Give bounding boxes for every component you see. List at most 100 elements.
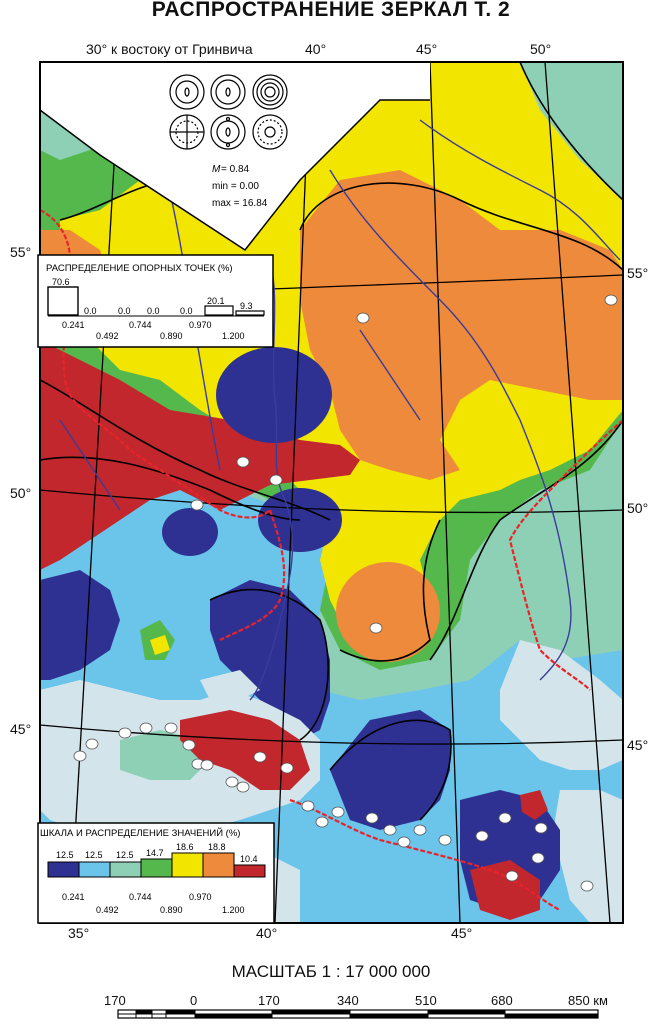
map-title: РАСПРОСТРАНЕНИЕ ЗЕРКАЛ Т. 2 — [151, 0, 511, 21]
zone-lightblue-south — [300, 830, 460, 923]
ref-value-2: 0.0 — [84, 306, 97, 316]
zone-darkred-se2 — [520, 790, 548, 820]
contour-lines — [40, 62, 623, 821]
scale-label-510: 510 — [415, 993, 437, 1008]
swatch-3 — [109, 861, 142, 878]
stats-min: min = 0.00 — [212, 181, 259, 192]
scale-label-340: 340 — [337, 993, 359, 1008]
ref-break-1: 0.241 — [62, 320, 85, 330]
top-lon-40: 40° — [305, 41, 327, 57]
right-lat-55: 55° — [627, 265, 649, 281]
mirror-type-4-icon — [169, 114, 205, 150]
ref-bar-1 — [47, 286, 79, 316]
zone-darkred-coast — [180, 710, 310, 790]
zone-orange-ne — [300, 170, 623, 480]
map-area — [40, 62, 623, 923]
ref-break-3: 0.744 — [129, 320, 152, 330]
scale-value-2: 12.5 — [85, 850, 103, 860]
swatch-7 — [233, 864, 266, 878]
zone-yellow-small — [150, 635, 170, 655]
bottom-lon-45: 45° — [451, 925, 473, 941]
scale-value-4: 14.7 — [146, 848, 164, 858]
ref-value-4: 0.0 — [147, 306, 160, 316]
scale-value-5: 18.6 — [176, 842, 194, 852]
scale-label-680: 680 — [491, 993, 513, 1008]
sea-azov — [200, 670, 260, 700]
scale-bar — [117, 1009, 599, 1019]
top-caption-30-east: 30° к востоку от Гринвича — [86, 41, 253, 57]
scale-legend-title: ШКАЛА И РАСПРЕДЕЛЕНИЕ ЗНАЧЕНИЙ (%) — [40, 827, 240, 839]
left-lat-55: 55° — [10, 244, 32, 260]
scale-label-850-km: 850 км — [568, 993, 608, 1008]
map-frame — [39, 61, 624, 924]
scale-label-170-left: 170 — [104, 993, 126, 1008]
stats-max: max = 16.84 — [212, 198, 268, 209]
sea-caspian-north — [500, 640, 623, 770]
mirror-type-5-icon — [210, 114, 246, 150]
mirror-type-1-icon — [169, 74, 205, 110]
stats-m-value: = 0.84 — [221, 164, 250, 175]
ref-legend-title: РАСПРЕДЕЛЕНИЕ ОПОРНЫХ ТОЧЕК (%) — [46, 263, 233, 274]
zone-orange-center — [336, 562, 440, 662]
ref-break-4: 0.890 — [160, 331, 183, 341]
top-notch — [40, 62, 430, 250]
ref-break-5: 0.970 — [189, 320, 212, 330]
ref-value-7: 9.3 — [240, 301, 253, 311]
ref-value-5: 0.0 — [180, 306, 193, 316]
ref-points-legend: РАСПРЕДЕЛЕНИЕ ОПОРНЫХ ТОЧЕК (%) 70.6 0.0… — [37, 254, 274, 348]
swatch-2 — [78, 861, 111, 878]
scale-legend: ШКАЛА И РАСПРЕДЕЛЕНИЕ ЗНАЧЕНИЙ (%) 12.5 … — [37, 822, 275, 924]
zone-darkblue-w — [40, 570, 120, 680]
mirror-type-3-icon — [252, 74, 288, 110]
right-lat-50: 50° — [627, 500, 649, 516]
right-lat-45: 45° — [627, 737, 649, 753]
scale-break-6: 1.200 — [222, 905, 245, 915]
stats-m-label: M — [212, 164, 221, 175]
scale-break-3: 0.744 — [129, 892, 152, 902]
scale-break-5: 0.970 — [189, 892, 212, 902]
mirror-type-6-icon — [252, 114, 288, 150]
ref-value-3: 0.0 — [118, 306, 131, 316]
scale-break-2: 0.492 — [96, 905, 119, 915]
scale-value-7: 10.4 — [240, 854, 258, 864]
swatch-4 — [140, 858, 173, 878]
reference-points — [73, 294, 618, 892]
stats-group: M = 0.84 min = 0.00 max = 16.84 — [212, 164, 268, 209]
ref-break-6: 1.200 — [222, 331, 245, 341]
graticule — [40, 62, 623, 923]
left-lat-45: 45° — [10, 721, 32, 737]
left-lat-50: 50° — [10, 485, 32, 501]
top-lon-50: 50° — [530, 41, 552, 57]
scale-value-3: 12.5 — [116, 850, 134, 860]
scale-value-1: 12.5 — [56, 850, 74, 860]
ref-bar-6 — [204, 305, 234, 316]
top-notch-border — [39, 99, 430, 252]
top-lon-45: 45° — [416, 41, 438, 57]
scale-value-6: 18.8 — [208, 842, 226, 852]
swatch-6 — [202, 852, 235, 878]
scale-break-1: 0.241 — [62, 892, 85, 902]
scale-break-4: 0.890 — [160, 905, 183, 915]
zone-darkred-west — [40, 340, 360, 570]
scale-label-170: 170 — [258, 993, 280, 1008]
bottom-lon-40: 40° — [256, 925, 278, 941]
scale-swatches — [47, 852, 266, 878]
sea-caspian-south — [555, 790, 623, 923]
bottom-lon-35: 35° — [68, 925, 90, 941]
swatch-5 — [171, 852, 204, 878]
scale-label-0: 0 — [190, 993, 198, 1008]
ref-value-6: 20.1 — [207, 296, 225, 306]
ref-break-2: 0.492 — [96, 331, 119, 341]
zone-darkred-se — [470, 860, 540, 920]
zone-darkblue-c — [210, 580, 330, 740]
mirror-symbols — [169, 74, 288, 150]
state-borders — [40, 209, 623, 911]
mirror-type-2-icon — [210, 74, 246, 110]
scale-title: МАСШТАБ 1 : 17 000 000 — [231, 962, 431, 981]
swatch-1 — [47, 861, 80, 878]
zone-darkblue-n3 — [162, 508, 218, 556]
ref-value-1: 70.6 — [52, 277, 70, 287]
ref-bar-7 — [235, 310, 265, 316]
